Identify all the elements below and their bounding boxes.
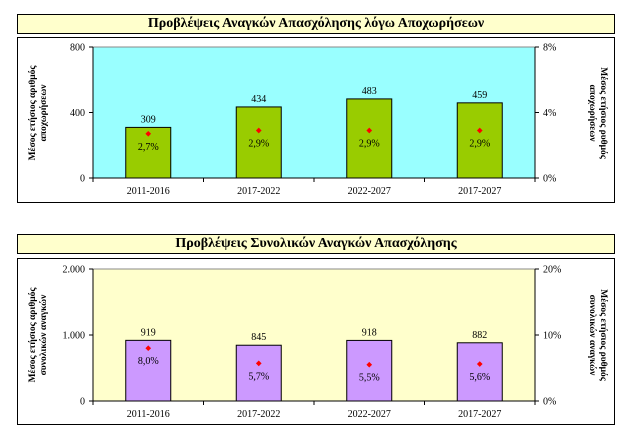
chart-2-rate-marker	[145, 345, 152, 352]
chart-1-rate-marker	[366, 127, 373, 134]
chart-2-bar-value-label: 882	[472, 330, 487, 341]
chart-2-panel: Μέσος ετήσιος αριθμός συνολικών αναγκών …	[17, 258, 615, 425]
chart-2-bar	[456, 342, 503, 402]
chart-1-rate-label: 2,9%	[359, 139, 380, 150]
chart-1-left-tick-label: 0	[80, 174, 85, 185]
chart-2-rate-label: 5,6%	[469, 372, 490, 383]
chart-2-bar-value-label: 919	[141, 327, 156, 338]
chart-2-left-tick-label: 0	[80, 397, 85, 408]
chart-1-bar	[235, 106, 282, 179]
chart-2-category-label: 2011-2016	[127, 409, 170, 420]
chart-1-rate-marker	[476, 127, 483, 134]
chart-2-bar-value-label: 845	[251, 332, 266, 343]
chart-1-right-tick-label: 0%	[543, 174, 556, 185]
chart-1-svg: 0 400 800 0% 4% 8% 309 2,7% 2011-2016 434 2,9% 2017…	[70, 43, 556, 198]
chart-2-right-tick-label: 20%	[543, 265, 561, 276]
chart-1-bar	[456, 102, 503, 179]
chart-1-panel: Μέσος ετήσιος αριθμός αποχωρήσεων Μέσος …	[17, 37, 615, 203]
chart-1-left-tick-label: 400	[70, 108, 85, 119]
chart-2-bar	[235, 344, 282, 402]
chart-2-category-label: 2017-2027	[458, 409, 501, 420]
chart-2-bar	[346, 339, 393, 402]
chart-1-category-label: 2017-2022	[237, 186, 280, 197]
chart-2-bar-value-label: 918	[362, 327, 377, 338]
chart-2-left-tick-label: 1.000	[63, 331, 86, 342]
chart-2-svg: 0 1.000 2.000 0% 10% 20% 919 8,0% 2011-2016 845 5,…	[63, 265, 562, 421]
chart-2-rate-label: 5,7%	[248, 371, 269, 382]
chart-1-bar-value-label: 434	[251, 94, 266, 105]
chart-2-left-tick-label: 2.000	[63, 265, 86, 276]
chart-2-right-tick-label: 10%	[543, 331, 561, 342]
chart-2-rate-label: 8,0%	[138, 356, 159, 367]
chart-1-bar-value-label: 309	[141, 114, 156, 125]
chart-1-bar	[346, 98, 393, 179]
chart-1-title: Προβλέψεις Αναγκών Απασχόλησης λόγω Αποχ…	[17, 14, 615, 34]
chart-2-rate-marker	[366, 361, 373, 368]
chart-2-rate-label: 5,5%	[359, 373, 380, 384]
chart-2-category-label: 2017-2022	[237, 409, 280, 420]
chart-1-right-tick-label: 4%	[543, 108, 556, 119]
chart-1-rate-label: 2,7%	[138, 142, 159, 153]
chart-1-bar-value-label: 459	[472, 90, 487, 101]
chart-2-title: Προβλέψεις Συνολικών Αναγκών Απασχόλησης	[17, 234, 615, 254]
chart-2-right-tick-label: 0%	[543, 397, 556, 408]
chart-1-rate-marker	[255, 127, 262, 134]
chart-2-category-label: 2022-2027	[348, 409, 391, 420]
chart-1-bar-value-label: 483	[362, 86, 377, 97]
chart-1-rate-marker	[145, 130, 152, 137]
chart-1-rate-label: 2,9%	[469, 139, 490, 150]
chart-1-left-tick-label: 800	[70, 43, 85, 54]
chart-1-category-label: 2022-2027	[348, 186, 391, 197]
chart-1-rate-label: 2,9%	[248, 139, 269, 150]
chart-1-category-label: 2011-2016	[127, 186, 170, 197]
chart-1-category-label: 2017-2027	[458, 186, 501, 197]
chart-1-right-tick-label: 8%	[543, 43, 556, 54]
